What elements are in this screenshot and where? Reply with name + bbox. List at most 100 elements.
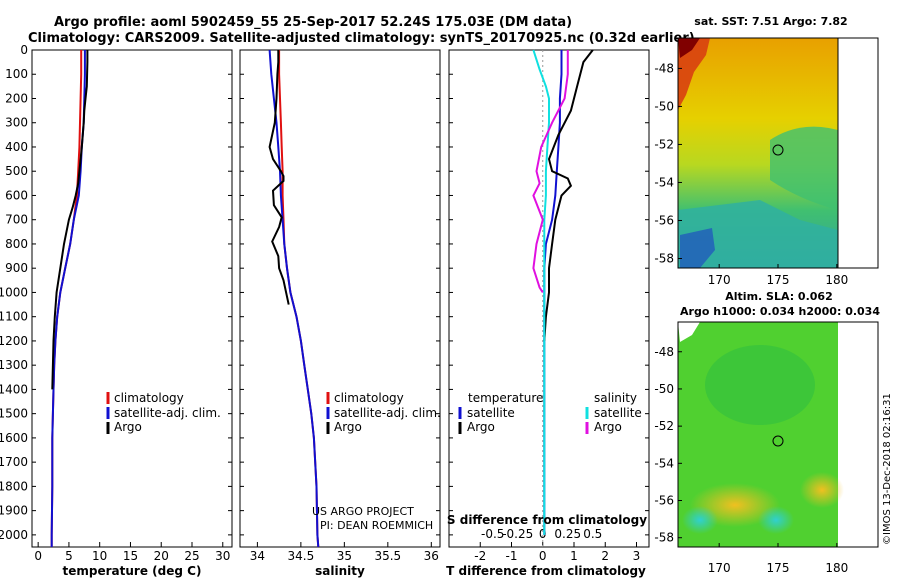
x-tick-label: 30 bbox=[215, 549, 230, 563]
x-tick-label: 25 bbox=[184, 549, 199, 563]
difference-xlabel: T difference from climatology bbox=[446, 564, 646, 578]
depth-tick-label: 1500 bbox=[0, 407, 28, 421]
depth-tick-label: 1800 bbox=[0, 479, 28, 493]
depth-tick-label: 600 bbox=[5, 188, 28, 202]
legend-salinity-title: salinity bbox=[594, 391, 637, 405]
series-line-argo bbox=[51, 50, 89, 390]
series-line-salinity-satellite bbox=[532, 49, 550, 535]
map-y-tick-label: -58 bbox=[654, 531, 674, 545]
s-tick-label: 0.25 bbox=[554, 527, 581, 541]
map-y-tick-label: -50 bbox=[654, 382, 674, 396]
sla-map bbox=[677, 321, 879, 548]
s-tick-label: -0.5 bbox=[481, 527, 504, 541]
salinity-legend: climatology satellite-adj. clim. Argo bbox=[326, 391, 441, 434]
depth-tick-label: 1000 bbox=[0, 285, 28, 299]
legend-temperature-title: temperature bbox=[468, 391, 543, 405]
credits-pi: PI: DEAN ROEMMICH bbox=[320, 519, 433, 532]
map-y-tick-label: -48 bbox=[654, 345, 674, 359]
depth-tick-label: 300 bbox=[5, 116, 28, 130]
map-x-tick-label: 175 bbox=[767, 273, 790, 287]
depth-tick-label: 800 bbox=[5, 237, 28, 251]
sst-map bbox=[677, 37, 879, 269]
map-x-tick-label: 170 bbox=[708, 561, 731, 575]
temperature-legend: climatology satellite-adj. clim. Argo bbox=[106, 391, 221, 434]
legend-argo: Argo bbox=[334, 420, 362, 434]
s-tick-label: 0.5 bbox=[583, 527, 602, 541]
depth-tick-label: 500 bbox=[5, 164, 28, 178]
map-y-tick-label: -54 bbox=[654, 175, 674, 189]
salinity-panel: 34 34.5 35 35.5 36 bbox=[250, 49, 439, 563]
title-line-1: Argo profile: aoml 5902459_55 25-Sep-201… bbox=[54, 15, 572, 30]
depth-tick-label: 2000 bbox=[0, 528, 28, 542]
depth-tick-label: 0 bbox=[20, 43, 28, 57]
x-tick-label: 35 bbox=[337, 549, 352, 563]
legend-t-argo: Argo bbox=[467, 420, 495, 434]
sst-map-title: sat. SST: 7.51 Argo: 7.82 bbox=[694, 15, 847, 28]
x-tick-label: -2 bbox=[474, 549, 486, 563]
map-x-tick-label: 170 bbox=[708, 273, 731, 287]
temperature-xlabel: temperature (deg C) bbox=[63, 564, 202, 578]
x-tick-label: 0 bbox=[539, 549, 547, 563]
timestamp: ©IMOS 13-Dec-2018 02:16:31 bbox=[882, 393, 893, 545]
difference-legend: temperature satellite Argo salinity sate… bbox=[458, 391, 642, 434]
map-x-tick-label: 180 bbox=[825, 561, 848, 575]
sla-map-subtitle: Argo h1000: 0.034 h2000: 0.034 bbox=[680, 305, 880, 318]
difference-panel: -2 -1 0 1 2 3 -0.5-0.25 0 0.25 0.5 bbox=[474, 49, 640, 563]
depth-tick-label: 900 bbox=[5, 261, 28, 275]
difference-plot-frame bbox=[448, 49, 650, 548]
s-tick-label: 0 bbox=[539, 527, 547, 541]
series-line-argo bbox=[268, 50, 290, 305]
x-tick-label: 2 bbox=[601, 549, 609, 563]
x-tick-label: 0 bbox=[34, 549, 42, 563]
sla-profile-marker bbox=[772, 435, 784, 447]
map-y-tick-label: -56 bbox=[654, 213, 674, 227]
x-tick-label: 10 bbox=[92, 549, 107, 563]
map-y-tick-label: -58 bbox=[654, 251, 674, 265]
salinity-xlabel: salinity bbox=[315, 564, 365, 578]
credits-project: US ARGO PROJECT bbox=[312, 505, 414, 518]
legend-argo: Argo bbox=[114, 420, 142, 434]
legend-satellite-adj: satellite-adj. clim. bbox=[334, 406, 441, 420]
title-line-2: Climatology: CARS2009. Satellite-adjuste… bbox=[28, 31, 695, 46]
depth-tick-label: 1900 bbox=[0, 504, 28, 518]
depth-tick-label: 100 bbox=[5, 67, 28, 81]
legend-s-satellite: satellite bbox=[594, 406, 642, 420]
legend-climatology: climatology bbox=[334, 391, 404, 405]
x-tick-label: -1 bbox=[506, 549, 518, 563]
series-line-salinity-argo bbox=[532, 50, 569, 293]
legend-climatology: climatology bbox=[114, 391, 184, 405]
depth-tick-label: 1300 bbox=[0, 358, 28, 372]
x-tick-label: 20 bbox=[154, 549, 169, 563]
legend-satellite-adj: satellite-adj. clim. bbox=[114, 406, 221, 420]
map-y-tick-label: -50 bbox=[654, 99, 674, 113]
x-tick-label: 35.5 bbox=[374, 549, 401, 563]
depth-tick-label: 700 bbox=[5, 213, 28, 227]
depth-tick-label: 200 bbox=[5, 91, 28, 105]
depth-tick-label: 1600 bbox=[0, 431, 28, 445]
series-line-climatology bbox=[278, 50, 320, 548]
x-tick-label: 1 bbox=[570, 549, 578, 563]
x-tick-label: 36 bbox=[424, 549, 439, 563]
map-y-tick-label: -56 bbox=[654, 494, 674, 508]
sst-map-axes: 170 175 180 -48 -50 -52 -54 -56 -58 bbox=[654, 61, 848, 287]
temperature-panel: 0 5 10 15 20 25 30 bbox=[34, 50, 230, 563]
salinity-plot-frame bbox=[239, 49, 441, 548]
x-tick-label: 34 bbox=[250, 549, 265, 563]
depth-tick-label: 400 bbox=[5, 140, 28, 154]
depth-axis: 0 100 200 300 400 500 600 700 800 900 1000 1100 1200… bbox=[0, 43, 649, 542]
map-x-tick-label: 175 bbox=[767, 561, 790, 575]
series-line-temperature-argo bbox=[543, 49, 594, 341]
legend-t-satellite: satellite bbox=[467, 406, 515, 420]
temperature-plot-frame bbox=[31, 49, 233, 548]
s-tick-label: -0.25 bbox=[502, 527, 533, 541]
x-tick-label: 34.5 bbox=[288, 549, 315, 563]
depth-tick-label: 1400 bbox=[0, 382, 28, 396]
map-x-tick-label: 180 bbox=[825, 273, 848, 287]
x-tick-label: 15 bbox=[123, 549, 138, 563]
map-y-tick-label: -48 bbox=[654, 61, 674, 75]
depth-tick-label: 1700 bbox=[0, 455, 28, 469]
depth-tick-label: 1200 bbox=[0, 334, 28, 348]
s-difference-label: S difference from climatology bbox=[447, 513, 647, 527]
legend-s-argo: Argo bbox=[594, 420, 622, 434]
sla-map-title: Altim. SLA: 0.062 bbox=[725, 290, 832, 303]
